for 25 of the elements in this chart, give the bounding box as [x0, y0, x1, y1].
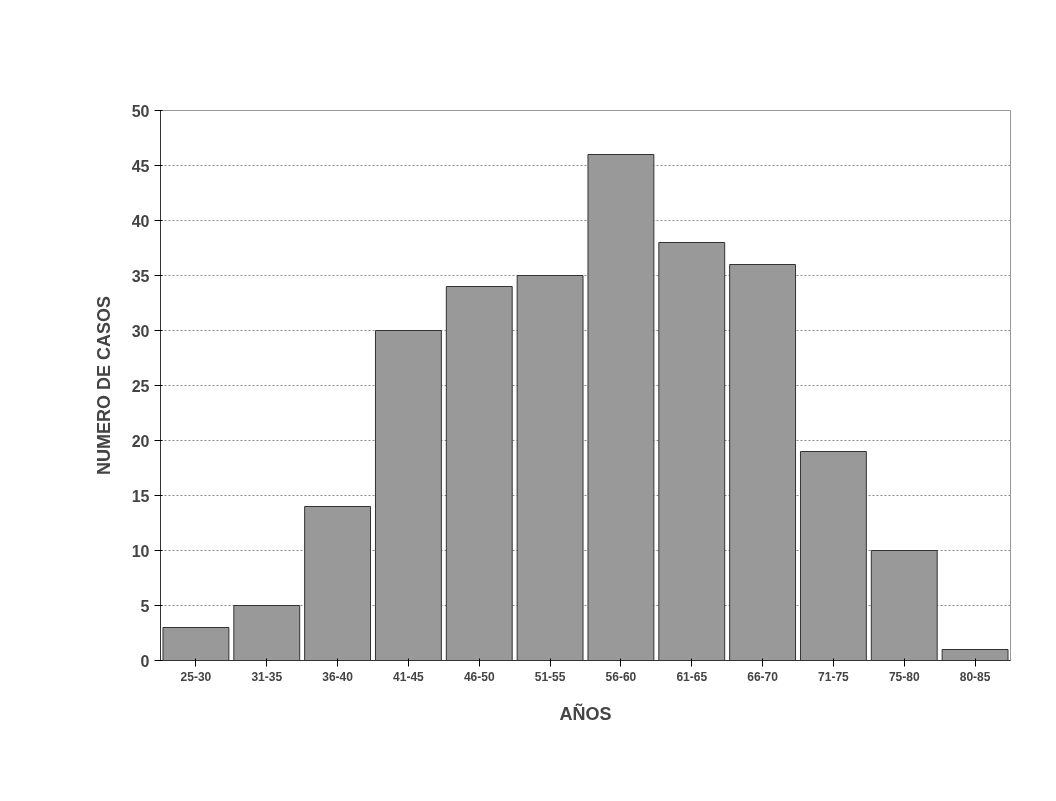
x-tick-label: 80-85 [959, 669, 991, 684]
y-tick-label: 25 [131, 377, 150, 395]
x-tick-label: 25-30 [180, 669, 212, 684]
y-tick-label: 50 [131, 102, 150, 120]
y-tick-label: 5 [140, 597, 150, 615]
x-tick-label: 61-65 [676, 669, 708, 684]
x-tick-label: 75-80 [888, 669, 920, 684]
x-axis-title: AÑOS [559, 702, 612, 724]
y-tick-label: 0 [140, 652, 150, 670]
x-tick-label: 66-70 [747, 669, 779, 684]
y-tick-label: 30 [131, 322, 150, 340]
x-tick-label: 71-75 [818, 669, 850, 684]
y-tick-label: 35 [131, 267, 150, 285]
x-tick-label: 56-60 [605, 669, 637, 684]
y-tick-label: 40 [131, 212, 150, 230]
y-tick-label: 15 [131, 487, 150, 505]
x-tick-label: 46-50 [463, 669, 495, 684]
x-tick-label: 51-55 [534, 669, 566, 684]
x-tick-label: 36-40 [322, 669, 354, 684]
y-tick-label: 45 [131, 157, 150, 175]
y-axis-title: NUMERO DE CASOS [93, 295, 114, 476]
y-tick-label: 20 [131, 432, 150, 450]
x-tick-label: 31-35 [251, 669, 283, 684]
x-tick-label: 41-45 [393, 669, 425, 684]
y-tick-label: 10 [131, 542, 150, 560]
